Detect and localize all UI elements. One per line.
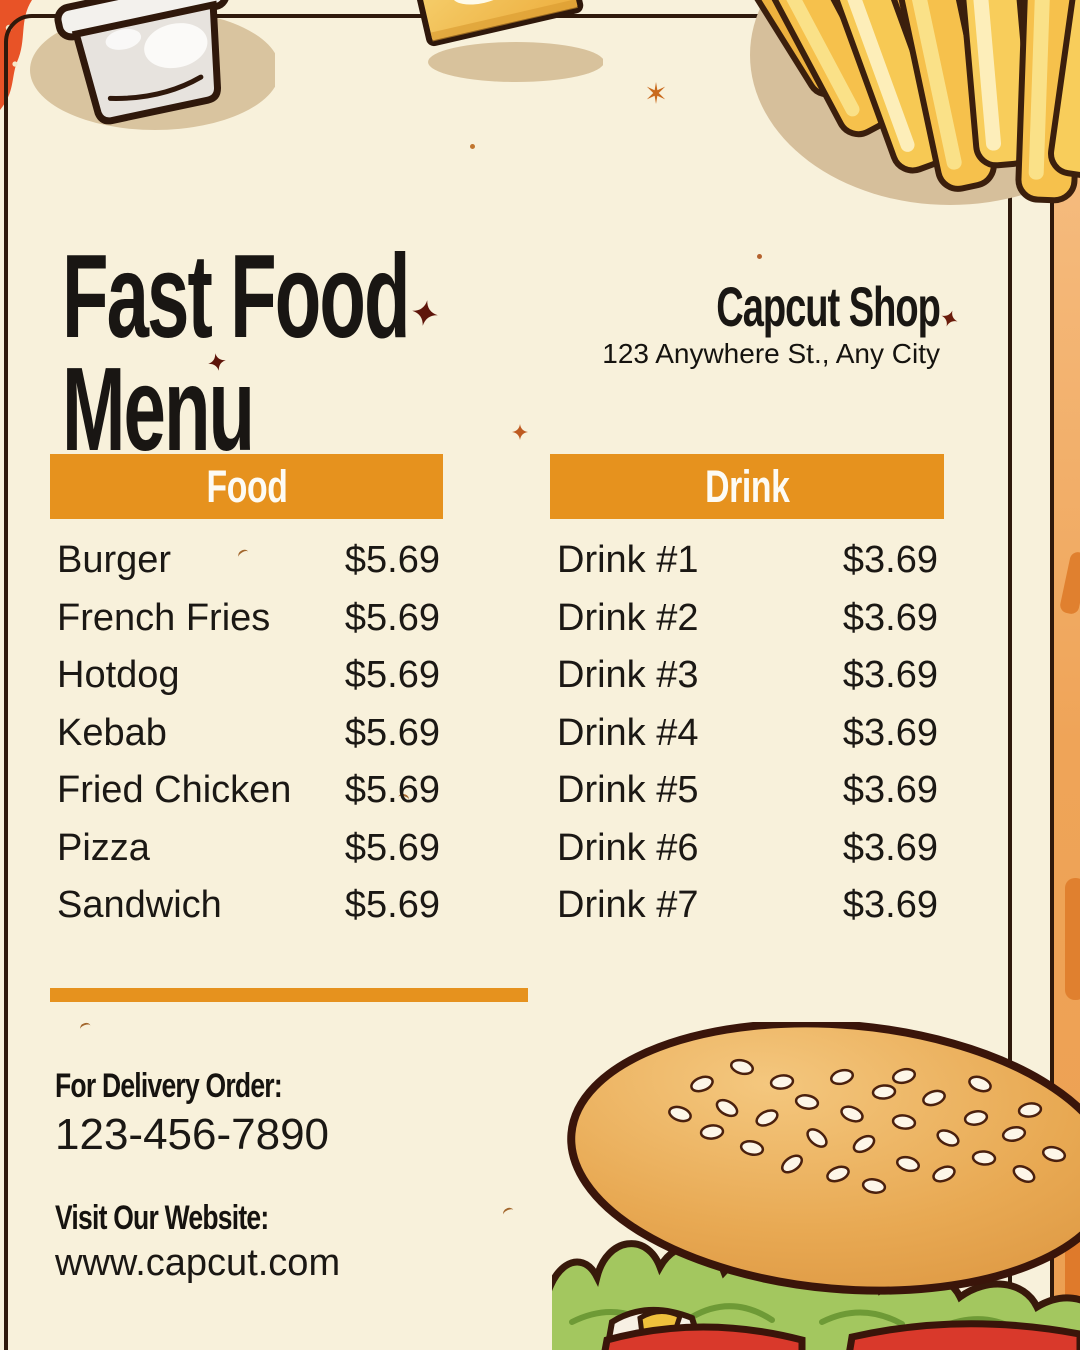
menu-item-row: Kebab $5.69 <box>50 705 443 763</box>
title-line-1: Fast Food <box>62 229 410 363</box>
menu-item-row: Hotdog $5.69 <box>50 647 443 705</box>
sparkle-star-icon <box>941 310 958 327</box>
item-price: $3.69 <box>842 711 938 754</box>
phone-number: 123-456-7890 <box>55 1110 330 1159</box>
menu-item-row: Drink #4 $3.69 <box>550 705 941 763</box>
website-label: Visit Our Website: <box>55 1199 269 1237</box>
item-name: Drink #3 <box>557 654 699 697</box>
sparkle-star-icon <box>512 424 528 440</box>
item-name: Pizza <box>57 826 150 869</box>
item-price: $3.69 <box>842 884 938 927</box>
item-price: $5.69 <box>344 711 440 754</box>
menu-item-row: Sandwich $5.69 <box>50 877 443 935</box>
strip-blob <box>1065 878 1080 1000</box>
section-header-food: Food <box>50 454 443 519</box>
item-price: $3.69 <box>842 596 938 639</box>
shop-address: 123 Anywhere St., Any City <box>602 338 940 369</box>
item-price: $5.69 <box>344 596 440 639</box>
delivery-order-label: For Delivery Order: <box>55 1067 283 1105</box>
item-name: French Fries <box>57 596 271 639</box>
item-name: Drink #5 <box>557 769 699 812</box>
item-name: Drink #4 <box>557 711 699 754</box>
menu-item-row: Drink #1 $3.69 <box>550 532 941 590</box>
sparkle-star-icon <box>208 353 226 371</box>
title-line-2: Menu <box>62 342 255 476</box>
menu-item-row: Drink #7 $3.69 <box>550 877 941 935</box>
fries-illustration <box>745 0 1080 205</box>
menu-item-row: French Fries $5.69 <box>50 590 443 648</box>
item-name: Drink #2 <box>557 596 699 639</box>
menu-item-row: Drink #5 $3.69 <box>550 762 941 820</box>
item-price: $3.69 <box>842 769 938 812</box>
menu-item-row: Drink #3 $3.69 <box>550 647 941 705</box>
item-price: $5.69 <box>344 539 440 582</box>
sauce-cup-illustration <box>30 0 275 130</box>
item-name: Kebab <box>57 711 167 754</box>
drink-items-list: Drink #1 $3.69 Drink #2 $3.69 Drink #3 $3.6… <box>550 532 941 935</box>
spacer <box>55 1160 346 1200</box>
menu-item-row: Pizza $5.69 <box>50 820 443 878</box>
item-price: $5.69 <box>344 826 440 869</box>
cheese-slice-illustration <box>410 0 603 82</box>
contact-block: For Delivery Order: 123-456-7890 Visit O… <box>55 1068 346 1285</box>
item-price: $5.69 <box>344 769 440 812</box>
page-title: Fast Food Menu <box>62 237 410 469</box>
section-header-food-label: Food <box>206 460 287 512</box>
item-name: Hotdog <box>57 654 180 697</box>
item-name: Burger <box>57 539 172 582</box>
item-price: $3.69 <box>842 826 938 869</box>
item-name: Sandwich <box>57 884 222 927</box>
speck-dot <box>757 254 762 259</box>
item-name: Drink #6 <box>557 826 699 869</box>
item-price: $3.69 <box>842 654 938 697</box>
item-name: Drink #1 <box>557 539 699 582</box>
website-url: www.capcut.com <box>55 1242 341 1284</box>
sparkle-star-icon <box>412 300 438 326</box>
menu-item-row: Drink #2 $3.69 <box>550 590 941 648</box>
strip-blob <box>1058 550 1080 616</box>
section-divider <box>50 988 528 1002</box>
item-price: $3.69 <box>842 539 938 582</box>
item-name: Drink #7 <box>557 884 699 927</box>
menu-item-row: Fried Chicken $5.69 <box>50 762 443 820</box>
menu-item-row: Burger $5.69 <box>50 532 443 590</box>
shop-name: Capcut Shop <box>716 275 941 338</box>
item-price: $5.69 <box>344 654 440 697</box>
section-header-drink-label: Drink <box>704 460 790 512</box>
speck-dot <box>470 144 475 149</box>
burger-illustration <box>552 1022 1080 1350</box>
item-name: Fried Chicken <box>57 769 292 812</box>
food-items-list: Burger $5.69 French Fries $5.69 Hotdog $5.6… <box>50 532 443 935</box>
sparkle-star-icon <box>646 82 666 104</box>
item-price: $5.69 <box>344 884 440 927</box>
section-header-drink: Drink <box>550 454 944 519</box>
shop-info: Capcut Shop 123 Anywhere St., Any City <box>602 275 941 370</box>
menu-item-row: Drink #6 $3.69 <box>550 820 941 878</box>
